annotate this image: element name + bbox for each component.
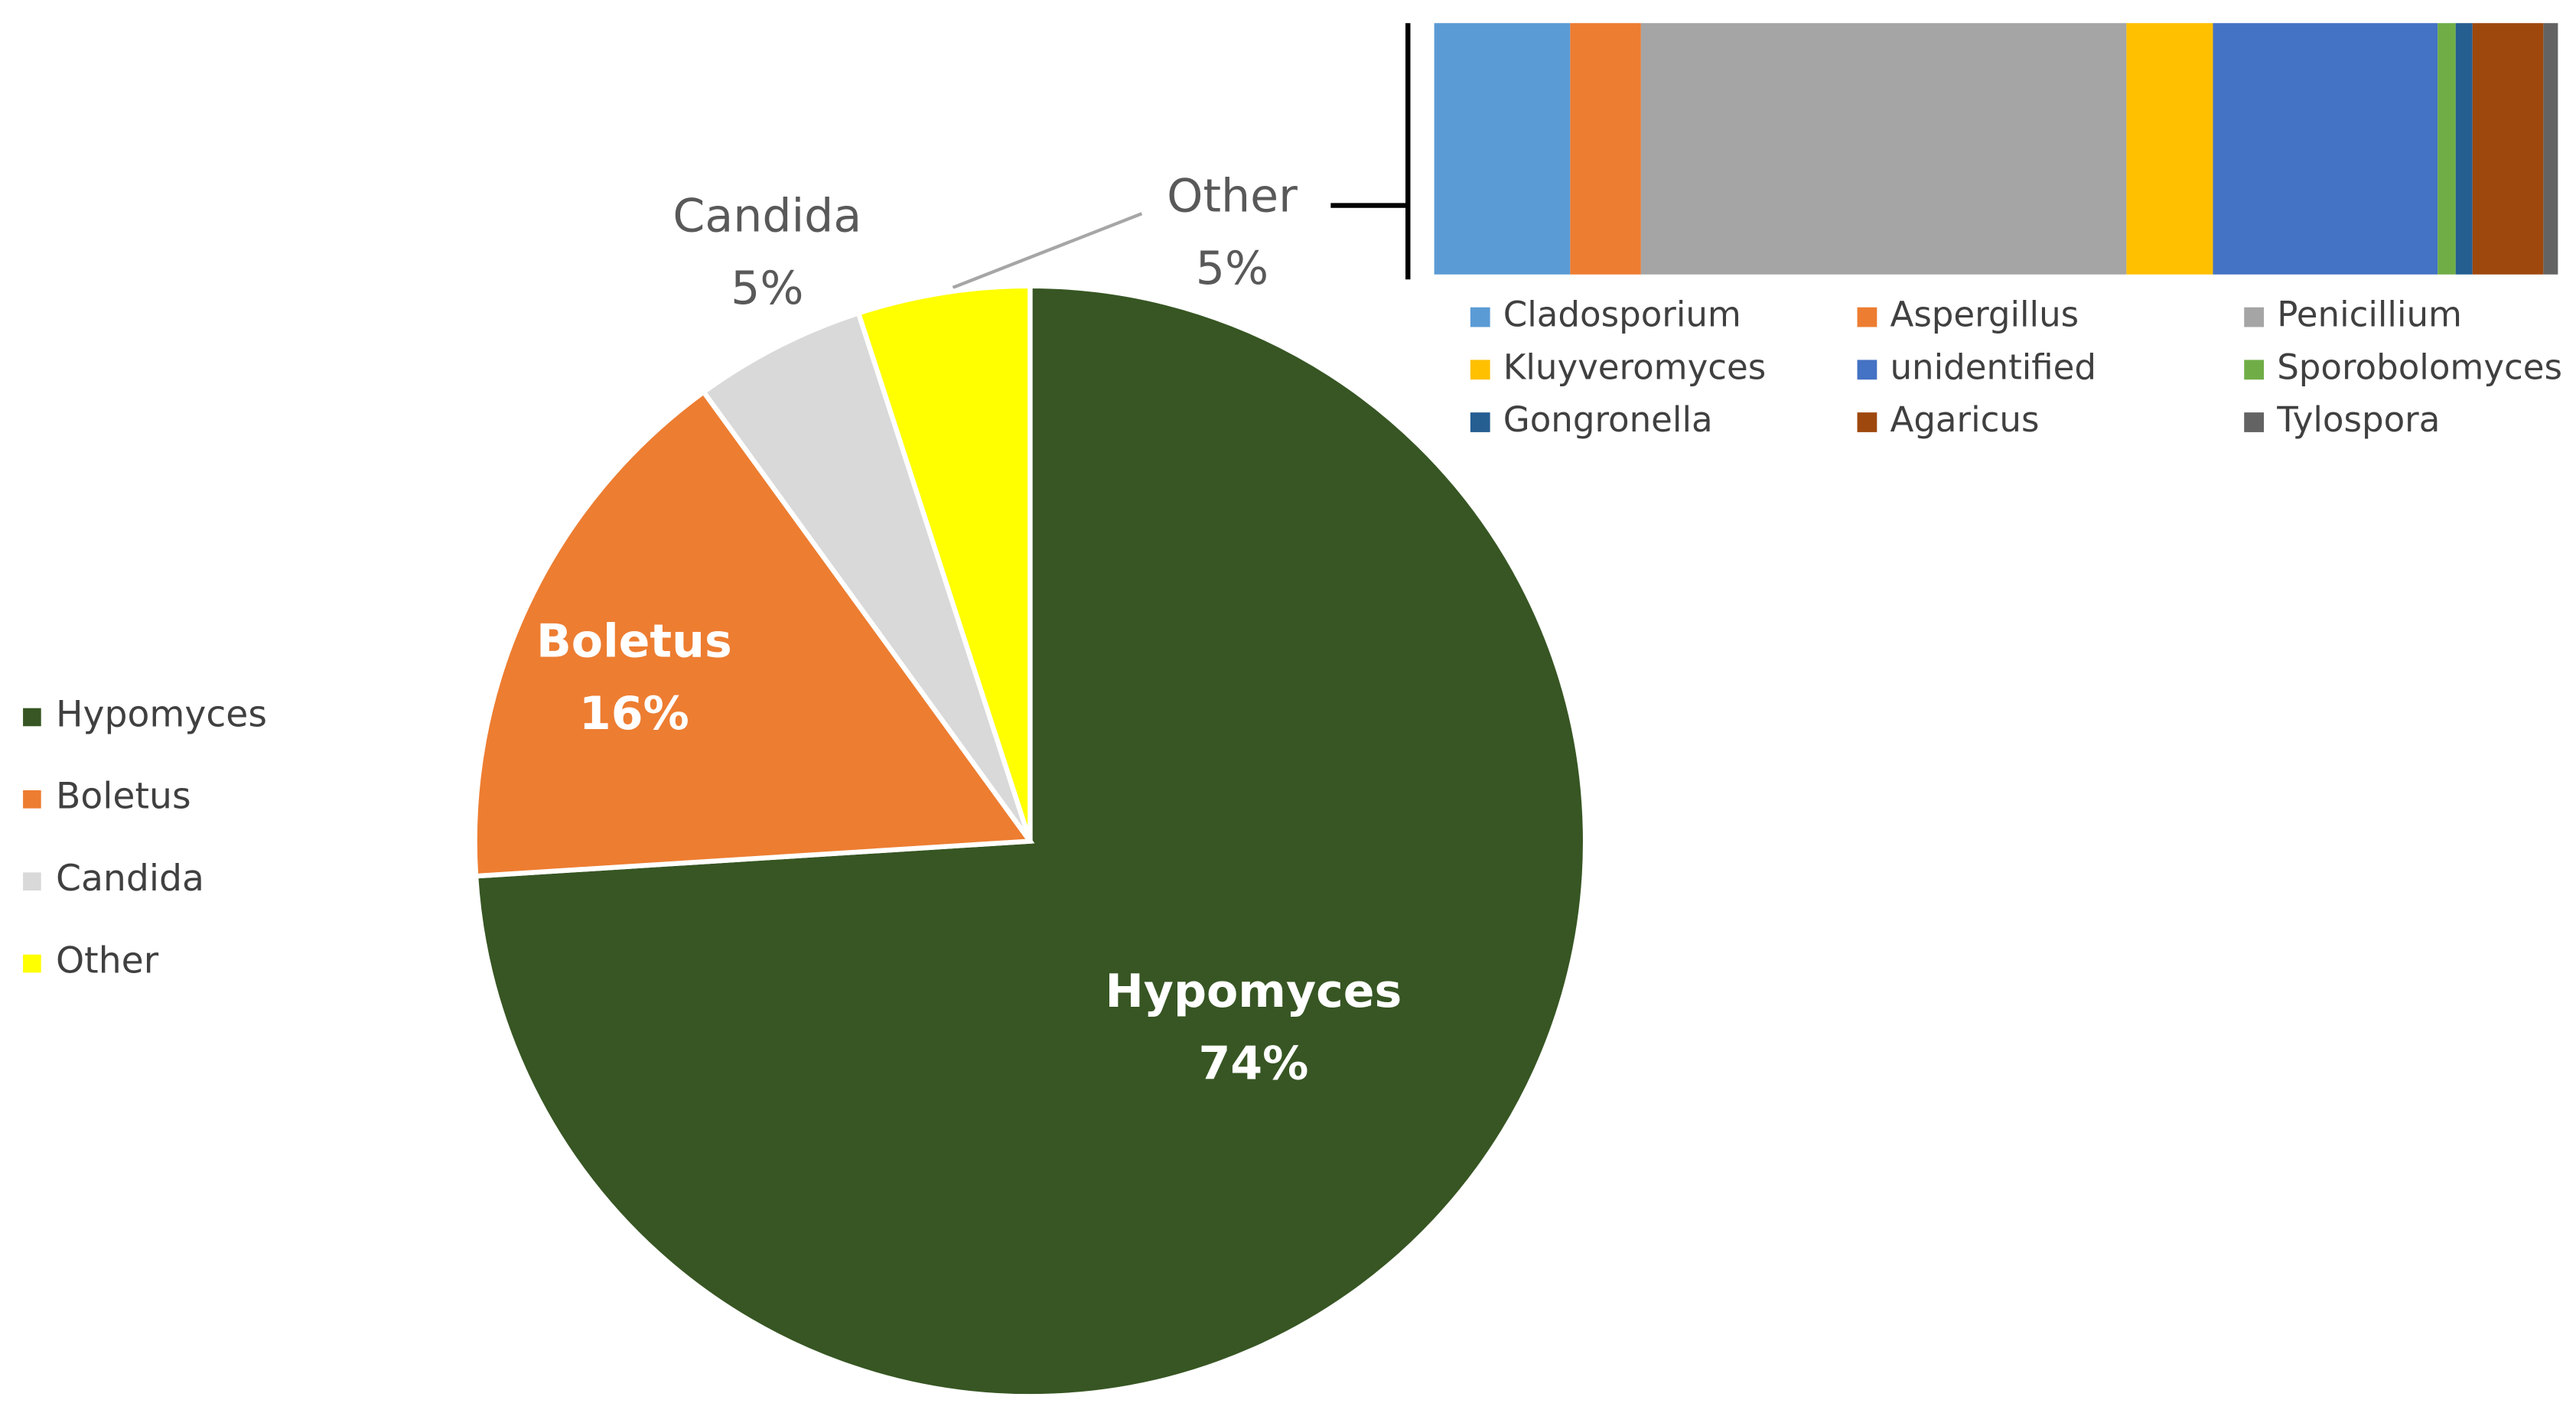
data-label-name: Candida	[672, 189, 861, 243]
bar-segment	[2543, 23, 2558, 275]
legend-marker	[2244, 360, 2265, 380]
pie-slice	[700, 310, 1033, 843]
legend-label: Cladosporium	[1503, 295, 1741, 335]
legend-label: Gongronella	[1503, 399, 1713, 440]
data-label-value: 74%	[1198, 1037, 1308, 1090]
legend-marker	[1857, 307, 1877, 327]
data-label-value: 16%	[579, 687, 689, 741]
legend-marker	[23, 872, 41, 890]
legend-marker	[1857, 412, 1877, 432]
leader-line	[952, 212, 1143, 289]
legend-marker	[1857, 360, 1877, 380]
legend-marker	[23, 954, 41, 973]
data-label-value: 5%	[731, 262, 803, 315]
legend-label: Sporobolomyces	[2277, 347, 2562, 387]
legend-marker	[1470, 307, 1490, 327]
bar-segment	[2438, 23, 2456, 275]
legend-label: unidentified	[1890, 347, 2096, 387]
bar-segment	[1570, 23, 1641, 275]
legend-label: Tylospora	[2276, 399, 2440, 440]
legend-label: Kluyveromyces	[1503, 347, 1766, 387]
bar-segment	[1640, 23, 2127, 275]
legend-marker	[23, 708, 41, 727]
bar-segment	[2455, 23, 2473, 275]
legend-marker	[2244, 307, 2265, 327]
data-label-value: 5%	[1196, 242, 1268, 295]
legend-label: Aspergillus	[1890, 295, 2079, 335]
legend-marker	[1470, 360, 1490, 380]
legend-label: Candida	[56, 858, 204, 900]
legend-label: Agaricus	[1890, 399, 2039, 440]
legend-label: Boletus	[56, 776, 191, 818]
bar-segment	[1434, 23, 1571, 275]
legend-marker	[1470, 412, 1490, 432]
data-label-name: Hypomyces	[1106, 965, 1402, 1018]
legend-label: Hypomyces	[56, 693, 267, 735]
pie-slice	[472, 388, 1035, 879]
legend-marker	[2244, 412, 2265, 432]
data-label-name: Other	[1167, 170, 1298, 223]
legend-marker	[23, 790, 41, 809]
bar-segment	[2213, 23, 2438, 275]
legend-label: Other	[56, 939, 159, 982]
data-label-name: Boletus	[536, 614, 732, 668]
bar-segment	[2126, 23, 2213, 275]
pie-slice	[855, 283, 1033, 842]
bar-segment	[2472, 23, 2544, 275]
legend-label: Penicillium	[2277, 295, 2462, 335]
